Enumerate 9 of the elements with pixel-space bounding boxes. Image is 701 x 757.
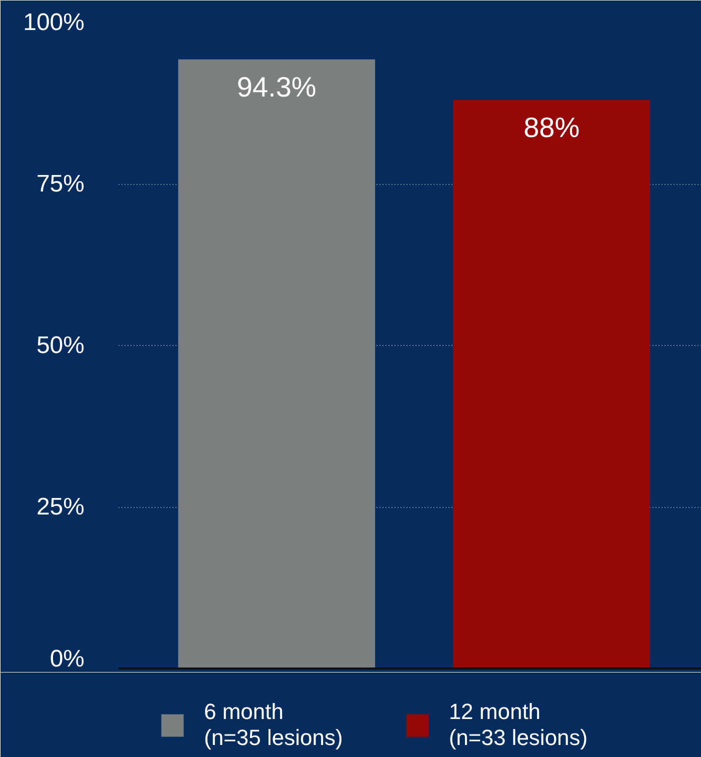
y-tick-label: 75%: [36, 170, 85, 198]
legend-label: 6 month (n=35 lesions): [204, 699, 343, 751]
y-tick-label: 100%: [23, 9, 85, 36]
y-tick-label: 50%: [36, 332, 85, 359]
legend-label: 12 month (n=33 lesions): [448, 699, 588, 751]
y-tick-label: 25%: [36, 494, 85, 520]
data-label: 94.3%: [236, 71, 316, 102]
y-tick-label: 0%: [50, 646, 84, 672]
data-label: 88%: [524, 112, 580, 144]
